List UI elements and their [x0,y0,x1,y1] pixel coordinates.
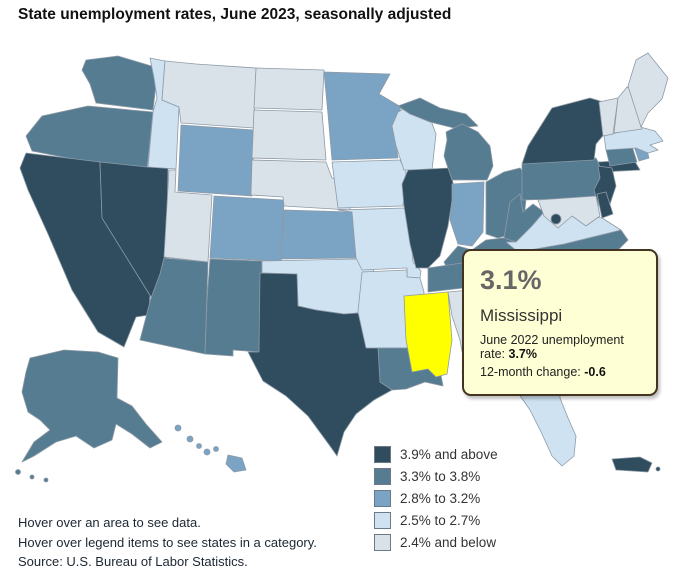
state-nd[interactable] [253,67,325,111]
state-nm[interactable] [204,258,263,357]
state-mi-lower-peninsula[interactable] [443,123,494,181]
state-ny[interactable] [521,97,611,165]
note-hover-area: Hover over an area to see data. [18,515,201,530]
footnotes: Hover over an area to see data. Hover ov… [18,513,317,572]
legend-item-bin-3[interactable]: 2.5% to 2.7% [374,512,498,529]
state-ak-aleutian-island[interactable] [15,469,21,475]
tooltip-prior-rate-value: 3.7% [508,347,538,361]
legend-swatch-light [374,512,391,529]
state-de[interactable] [596,191,614,219]
state-wy[interactable] [177,124,255,197]
note-source: Source: U.S. Bureau of Labor Statistics. [18,554,248,569]
legend-label: 2.5% to 2.7% [400,513,481,528]
tooltip-change-value: -0.6 [584,365,606,379]
legend-item-bin-1[interactable]: 3.3% to 3.8% [374,468,498,485]
tooltip-change-line: 12-month change: -0.6 [480,365,642,379]
tooltip-state-name: Mississippi [480,306,563,325]
legend-item-bin-2[interactable]: 2.8% to 3.2% [374,490,498,507]
legend-item-bin-4[interactable]: 2.4% and below [374,534,498,551]
chart-title: State unemployment rates, June 2023, sea… [18,6,452,23]
state-pr[interactable] [611,456,653,473]
legend-item-bin-0[interactable]: 3.9% and above [374,446,498,463]
legend-label: 3.9% and above [400,447,498,462]
state-wa[interactable] [81,55,159,111]
state-pa[interactable] [521,157,605,201]
state-hi-island[interactable] [196,443,202,449]
legend-swatch-medium [374,490,391,507]
tooltip-rate-value: 3.1% [480,265,542,295]
state-co[interactable] [209,195,285,262]
state-ak[interactable] [21,349,163,463]
state-mi-upper-peninsula[interactable] [397,97,479,129]
tooltip-change-label: 12-month change: [480,365,585,379]
state-hi-island[interactable] [186,435,194,443]
state-in[interactable] [449,181,485,247]
state-sd[interactable] [251,109,327,161]
state-vt[interactable] [598,97,619,137]
state-ak-aleutian-island[interactable] [29,474,35,480]
state-az[interactable] [139,257,209,355]
tooltip-prior-rate-line: June 2022 unemployment rate: 3.7% [480,333,642,361]
state-tx[interactable] [247,272,393,457]
state-me[interactable] [627,52,669,128]
hover-tooltip: 3.1% Mississippi June 2022 unemployment … [462,249,658,396]
legend-swatch-darkest [374,446,391,463]
state-hi-island[interactable] [213,446,219,452]
legend-label: 3.3% to 3.8% [400,469,481,484]
state-hi-island[interactable] [203,448,211,456]
state-ak-aleutian-island[interactable] [43,477,49,483]
state-pr-island[interactable] [655,466,661,472]
state-mn[interactable] [323,71,402,161]
state-dc[interactable] [550,213,562,225]
legend-swatch-lightest [374,534,391,551]
legend-swatch-dark [374,468,391,485]
tooltip-prior-rate-label: June 2022 unemployment rate: [480,333,624,361]
state-mt[interactable] [161,60,257,129]
legend-label: 2.8% to 3.2% [400,491,481,506]
state-ma[interactable] [603,126,664,154]
state-ms[interactable] [403,291,453,378]
note-hover-legend: Hover over legend items to see states in… [18,534,317,550]
state-hi-island[interactable] [174,424,182,432]
state-ut[interactable] [163,169,213,263]
state-ks[interactable] [280,209,357,260]
state-ia[interactable] [331,159,407,209]
state-hi-big-island[interactable] [225,454,247,473]
map-legend: 3.9% and above 3.3% to 3.8% 2.8% to 3.2%… [374,446,498,556]
legend-label: 2.4% and below [400,535,497,550]
